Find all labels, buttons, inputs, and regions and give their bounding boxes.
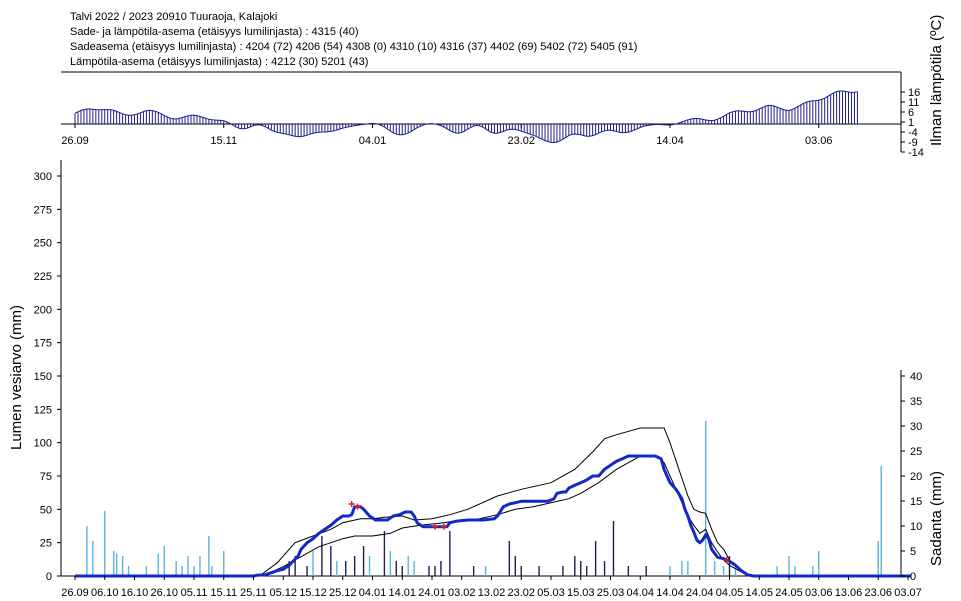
snow-x-tick-label: 04.01	[359, 587, 387, 599]
precip-y-tick-label: 20	[910, 471, 922, 483]
temperature-axis-label: Ilman lämpötila (ºC)	[928, 15, 945, 146]
snow-x-tick-label: 05.03	[537, 587, 565, 599]
snow-y-tick-label: 175	[34, 338, 52, 350]
snow-x-tick-label: 26.10	[150, 587, 178, 599]
lower-envelope-line	[75, 455, 911, 577]
snow-x-tick-label: 03.02	[448, 587, 476, 599]
snow-y-tick-label: 0	[46, 571, 52, 583]
snow-panel: 26.09 06.10 16.10 26.10 05.11 15.11 25.11 05.12…	[8, 160, 945, 599]
swe-line	[75, 454, 911, 578]
snow-y-tick-label: 200	[34, 304, 52, 316]
temperature-x-tick-label: 03.06	[805, 135, 833, 147]
temperature-y-tick-label: 11	[908, 97, 919, 109]
temperature-outline	[74, 90, 858, 144]
precip-y-tick-label: 40	[910, 371, 922, 383]
snow-x-tick-label: 05.12	[269, 587, 297, 599]
temperature-y-tick-label: 16	[908, 87, 920, 99]
temperature-y-tick-label: -4	[908, 127, 918, 139]
temperature-bars	[74, 90, 858, 144]
temperature-x-ticks: 26.09 15.11 04.01 23.02 14.04 03.06	[61, 124, 833, 147]
snow-x-tick-label: 05.11	[181, 587, 208, 599]
station-line: Sade- ja lämpötila-asema (etäisyys lumil…	[70, 26, 359, 38]
precip-y-tick-label: 5	[910, 546, 916, 558]
precip-y-ticks: 0 5 10 15 20 25 30 35 40	[901, 371, 922, 583]
temperature-x-tick-label: 15.11	[210, 135, 237, 147]
snow-lines	[75, 427, 911, 578]
swe-axis-label: Lumen vesiarvo (mm)	[8, 305, 25, 450]
snow-x-tick-label: 14.01	[388, 587, 416, 599]
snow-x-tick-label: 23.02	[507, 587, 535, 599]
snow-x-tick-label: 03.06	[805, 587, 833, 599]
snow-x-tick-label: 06.10	[91, 587, 119, 599]
snow-x-tick-label: 23.06	[864, 587, 892, 599]
snow-y-tick-label: 75	[40, 471, 52, 483]
snow-x-tick-label: 24.01	[418, 587, 446, 599]
snow-x-ticks: 26.09 06.10 16.10 26.10 05.11 15.11 25.11 05.12…	[61, 576, 922, 599]
precipitation-bars	[86, 421, 882, 576]
snow-y-tick-label: 50	[40, 504, 52, 516]
snow-x-tick-label: 26.09	[61, 587, 89, 599]
upper-envelope-line	[75, 427, 911, 577]
snow-x-tick-label: 13.02	[478, 587, 506, 599]
snow-y-tick-label: 125	[34, 404, 52, 416]
snow-y-tick-label: 100	[34, 438, 52, 450]
temp-stations-line: Lämpötila-asema (etäisyys lumilinjasta) …	[70, 56, 368, 68]
snow-x-tick-label: 13.06	[835, 587, 863, 599]
snow-y-ticks: 0 25 50 75 100 125 150 175 200 225 250 275 300	[34, 171, 61, 583]
precip-y-tick-label: 15	[910, 496, 922, 508]
snow-x-tick-label: 03.07	[894, 587, 922, 599]
temperature-y-tick-label: -14	[908, 147, 924, 159]
temperature-y-tick-label: -9	[908, 137, 918, 149]
temperature-panel: 26.09 15.11 04.01 23.02 14.04 03.06 161161-4-…	[61, 15, 945, 159]
temperature-x-tick-label: 04.01	[359, 135, 387, 147]
snow-x-tick-label: 04.05	[716, 587, 744, 599]
snow-x-tick-label: 25.03	[597, 587, 625, 599]
snow-y-tick-label: 250	[34, 238, 52, 250]
precip-y-tick-label: 30	[910, 421, 922, 433]
precip-axis-label: Sadanta (mm)	[928, 471, 945, 566]
temperature-x-tick-label: 14.04	[656, 135, 684, 147]
snow-y-tick-label: 25	[40, 538, 52, 550]
precip-y-tick-label: 0	[910, 571, 916, 583]
temperature-y-tick-label: 1	[908, 117, 914, 129]
snow-x-tick-label: 25.11	[240, 587, 267, 599]
snow-x-tick-label: 14.04	[656, 587, 684, 599]
snow-y-tick-label: 225	[34, 271, 52, 283]
precip-stations-line: Sadeasema (etäisyys lumilinjasta) : 4204…	[70, 41, 637, 53]
precip-y-tick-label: 35	[910, 396, 922, 408]
snow-y-tick-label: 275	[34, 204, 52, 216]
snow-y-tick-label: 150	[34, 371, 52, 383]
precip-y-tick-label: 10	[910, 521, 922, 533]
snow-x-tick-label: 25.12	[329, 587, 357, 599]
snow-x-tick-label: 24.04	[686, 587, 714, 599]
snow-x-tick-label: 16.10	[121, 587, 149, 599]
temperature-x-tick-label: 23.02	[507, 135, 535, 147]
snow-markers	[348, 501, 730, 564]
snow-x-tick-label: 14.05	[745, 587, 773, 599]
snow-x-tick-label: 15.12	[299, 587, 327, 599]
temperature-x-tick-label: 26.09	[61, 135, 89, 147]
snow-x-tick-label: 15.03	[567, 587, 595, 599]
snow-x-tick-label: 04.04	[626, 587, 654, 599]
snow-y-tick-label: 300	[34, 171, 52, 183]
snow-x-tick-label: 15.11	[210, 587, 237, 599]
precip-y-tick-label: 25	[910, 446, 922, 458]
snow-x-tick-label: 24.05	[775, 587, 803, 599]
chart-title: Talvi 2022 / 2023 20910 Tuuraoja, Kalajo…	[70, 11, 277, 23]
temperature-y-tick-label: 6	[908, 107, 914, 119]
